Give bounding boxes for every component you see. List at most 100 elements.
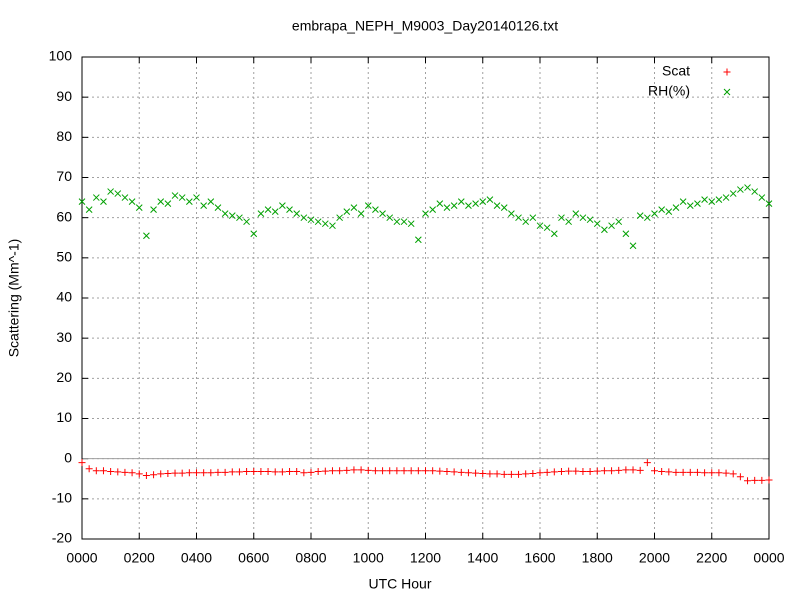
data-point [557, 468, 565, 476]
data-point [379, 467, 387, 475]
x-axis-label: UTC Hour [368, 576, 431, 592]
data-point [178, 469, 186, 477]
data-point [586, 216, 594, 224]
data-point [686, 468, 694, 476]
data-point [679, 468, 687, 476]
data-point [522, 470, 530, 478]
data-point [371, 467, 379, 475]
data-point [221, 468, 229, 476]
data-point [400, 467, 408, 475]
x-tick-label: 0000 [66, 550, 97, 566]
data-point [508, 210, 515, 218]
data-point [343, 208, 351, 215]
data-point [443, 468, 451, 476]
legend-marker [723, 88, 731, 96]
data-point [128, 198, 136, 205]
x-tick-label: 0400 [181, 550, 212, 566]
y-tick-label: 50 [56, 249, 72, 265]
data-point [629, 466, 637, 474]
data-point [436, 467, 444, 475]
x-tick-label: 0200 [124, 550, 155, 566]
data-point [479, 198, 487, 205]
data-point [658, 468, 666, 476]
data-point [228, 212, 236, 220]
data-point [672, 204, 680, 211]
data-point [350, 204, 358, 211]
data-point [185, 469, 193, 477]
data-point [744, 477, 752, 485]
data-point [171, 192, 179, 199]
data-point [457, 468, 465, 476]
data-point [715, 196, 723, 203]
y-tick-label: -10 [52, 490, 72, 506]
data-point [278, 468, 286, 476]
data-point [336, 214, 343, 222]
y-tick-label: 100 [49, 48, 73, 64]
data-point [257, 468, 265, 476]
x-tick-label: 1600 [524, 550, 555, 566]
y-tick-label: 90 [56, 88, 72, 104]
data-point [286, 206, 293, 213]
data-point [143, 232, 150, 240]
data-point [729, 190, 737, 197]
data-point [522, 218, 530, 226]
data-point [737, 186, 744, 193]
data-point [622, 466, 630, 474]
data-point [486, 470, 494, 478]
data-point [665, 468, 673, 476]
data-point [507, 470, 515, 478]
data-point [493, 470, 501, 478]
data-point [99, 467, 107, 475]
data-point [164, 470, 172, 478]
y-tick-label: 0 [64, 449, 72, 465]
data-point [264, 206, 272, 213]
data-point [751, 476, 759, 484]
data-point [636, 466, 644, 474]
data-point [171, 469, 179, 477]
y-tick-label: 10 [56, 409, 72, 425]
data-point [450, 202, 458, 209]
data-point [736, 473, 744, 481]
data-point [550, 230, 558, 238]
data-point [321, 467, 329, 475]
data-point [422, 467, 429, 475]
data-point [414, 467, 422, 475]
data-point [536, 469, 544, 477]
data-point [307, 216, 315, 224]
data-point [672, 468, 680, 476]
y-axis-label: Scattering (Mm^-1) [6, 239, 22, 358]
data-point [393, 467, 401, 475]
x-tick-label: 0600 [238, 550, 269, 566]
data-point [164, 200, 172, 207]
data-point [579, 214, 587, 222]
data-point [321, 220, 329, 228]
data-point [200, 202, 208, 209]
data-point [543, 224, 551, 232]
data-point [515, 214, 522, 222]
data-point [243, 468, 251, 476]
data-point [193, 194, 200, 201]
data-point [600, 467, 608, 475]
data-point [722, 469, 730, 477]
data-point [293, 468, 301, 476]
data-point [92, 194, 100, 201]
data-point [765, 200, 773, 207]
data-point [107, 188, 114, 195]
y-tick-label: 30 [56, 329, 72, 345]
data-point [350, 466, 358, 474]
y-tick-label: -20 [52, 530, 72, 546]
data-point [536, 222, 544, 230]
data-point [78, 198, 86, 205]
data-point [622, 230, 630, 238]
data-point [236, 214, 243, 222]
data-point [543, 468, 551, 476]
data-point [407, 220, 415, 228]
data-point [271, 208, 279, 215]
data-point [386, 214, 394, 222]
data-point [708, 198, 716, 205]
data-point [565, 218, 572, 226]
x-tick-label: 1200 [410, 550, 441, 566]
data-point [608, 467, 616, 475]
data-point [142, 472, 150, 480]
data-point [135, 470, 143, 478]
